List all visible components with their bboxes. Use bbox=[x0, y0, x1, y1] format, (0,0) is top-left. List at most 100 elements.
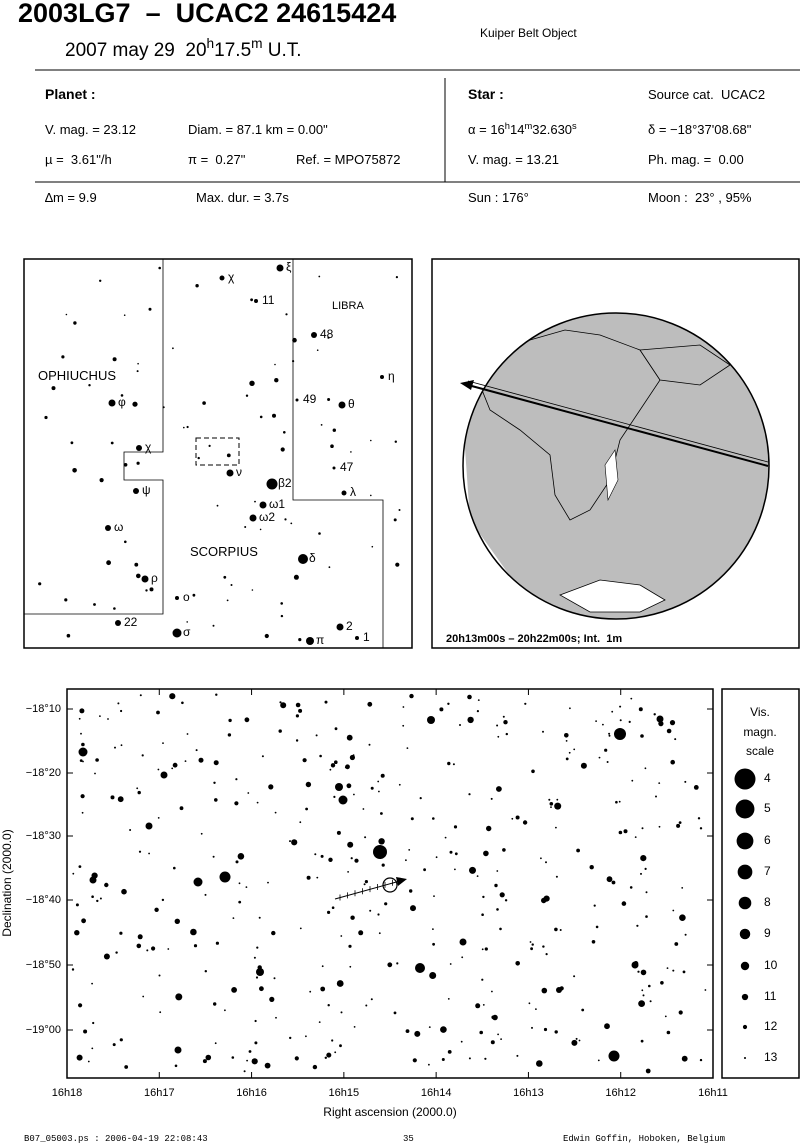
star bbox=[658, 782, 661, 784]
star bbox=[332, 466, 336, 470]
star bbox=[406, 747, 409, 749]
star bbox=[499, 927, 502, 931]
star bbox=[290, 522, 293, 525]
star bbox=[482, 895, 485, 899]
star-label: 49 bbox=[303, 392, 317, 406]
star bbox=[580, 762, 587, 769]
footer-page: 35 bbox=[403, 1134, 414, 1144]
star bbox=[655, 795, 657, 798]
star bbox=[227, 733, 232, 737]
star bbox=[289, 1036, 292, 1040]
star bbox=[554, 927, 558, 932]
star bbox=[243, 1070, 246, 1073]
star bbox=[355, 636, 359, 640]
star bbox=[554, 802, 562, 810]
star bbox=[312, 1064, 318, 1070]
star bbox=[133, 488, 139, 494]
star bbox=[439, 707, 444, 712]
star bbox=[231, 1056, 235, 1059]
star bbox=[256, 946, 259, 949]
star bbox=[349, 965, 352, 968]
star bbox=[95, 758, 99, 762]
star bbox=[328, 857, 333, 862]
x-tick-label: 16h18 bbox=[52, 1087, 83, 1099]
star bbox=[449, 850, 453, 854]
star bbox=[311, 332, 317, 338]
star-label: 48 bbox=[320, 327, 334, 341]
star bbox=[658, 825, 661, 828]
star bbox=[606, 761, 609, 763]
x-tick-label: 16h15 bbox=[329, 1087, 360, 1099]
star bbox=[295, 739, 299, 742]
star bbox=[353, 1026, 356, 1028]
star-label: 22 bbox=[124, 615, 138, 629]
star-label: φ bbox=[118, 395, 126, 409]
scale-dot bbox=[740, 961, 750, 971]
star bbox=[274, 363, 276, 366]
star bbox=[295, 714, 299, 718]
star bbox=[305, 807, 308, 811]
star bbox=[157, 768, 160, 771]
star bbox=[564, 733, 569, 738]
star bbox=[136, 445, 142, 451]
star bbox=[316, 876, 319, 879]
star bbox=[327, 910, 331, 915]
star bbox=[410, 817, 414, 821]
star bbox=[454, 852, 458, 856]
star bbox=[158, 266, 161, 270]
star bbox=[205, 1054, 212, 1061]
star bbox=[674, 738, 677, 741]
star bbox=[332, 428, 336, 432]
star bbox=[347, 841, 354, 848]
star bbox=[528, 1002, 531, 1005]
globe-outline bbox=[462, 312, 770, 620]
star bbox=[628, 720, 631, 724]
star bbox=[371, 545, 374, 548]
star bbox=[676, 823, 681, 828]
star bbox=[278, 729, 282, 733]
star bbox=[633, 961, 639, 966]
y-tick-label: −19°00 bbox=[26, 1024, 61, 1036]
star bbox=[378, 790, 380, 793]
star bbox=[136, 573, 141, 579]
star bbox=[618, 800, 621, 803]
star bbox=[181, 701, 184, 705]
x-tick-label: 16h17 bbox=[144, 1087, 175, 1099]
star bbox=[344, 766, 347, 769]
star bbox=[254, 1041, 258, 1045]
star bbox=[294, 1056, 299, 1061]
star bbox=[611, 710, 614, 713]
moon: Moon : 23° , 95% bbox=[648, 190, 752, 205]
star bbox=[302, 758, 307, 763]
star bbox=[496, 786, 502, 792]
star bbox=[115, 620, 121, 626]
star bbox=[373, 845, 387, 859]
star bbox=[618, 830, 623, 835]
star bbox=[629, 886, 633, 889]
sky-map: Right ascension (2000.0) Declination (20… bbox=[0, 688, 728, 1119]
star bbox=[228, 718, 232, 723]
star bbox=[193, 877, 203, 887]
star bbox=[283, 431, 286, 434]
star bbox=[679, 914, 686, 921]
star bbox=[608, 734, 611, 737]
x-tick-label: 16h16 bbox=[236, 1087, 267, 1099]
star bbox=[141, 575, 149, 583]
star bbox=[139, 694, 142, 697]
star bbox=[113, 607, 116, 610]
star bbox=[245, 886, 248, 888]
star bbox=[104, 882, 109, 888]
star bbox=[254, 500, 256, 503]
star bbox=[306, 875, 311, 880]
star-label: λ bbox=[350, 485, 356, 499]
star bbox=[215, 693, 218, 696]
star bbox=[117, 702, 120, 705]
star bbox=[264, 633, 269, 639]
footer-file: B07_05003.ps : 2006-04-19 22:08:43 bbox=[24, 1134, 208, 1144]
star bbox=[274, 811, 277, 814]
star bbox=[204, 893, 207, 896]
star bbox=[522, 820, 528, 825]
scale-label: 7 bbox=[764, 864, 771, 878]
star bbox=[330, 763, 336, 768]
